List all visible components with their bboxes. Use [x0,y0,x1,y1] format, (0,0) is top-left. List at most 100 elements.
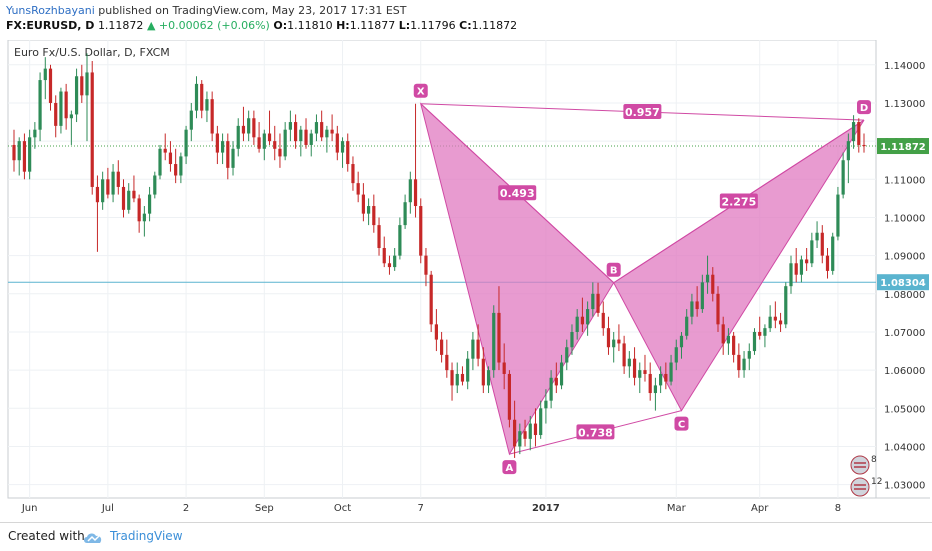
candle [648,362,652,401]
candle-body [22,141,27,172]
candle-body [288,122,292,130]
candle-body [705,274,710,283]
candle [565,339,569,371]
pattern-point-label: X [413,83,428,98]
x-tick-label: 7 [418,503,424,514]
candle [137,194,141,233]
y-tick-label: 1.03000 [884,481,925,492]
candle [523,419,527,447]
candle-body [403,202,407,226]
candle [309,129,313,157]
chart-frame: 1.140001.130001.120001.110001.100001.090… [6,39,930,520]
candle [716,286,720,332]
candle-body [325,129,329,138]
candle-body [669,362,673,382]
ratio-label-text: 0.493 [500,187,535,200]
candle-body [726,335,731,344]
last-price: 1.11872 [97,19,144,32]
candle [189,102,193,142]
open-value: 1.11810 [287,19,333,32]
candle [659,366,663,394]
candle-body [241,125,246,134]
candle [732,331,736,363]
candle-body [43,68,47,81]
x-tick-label: 2 [183,503,189,514]
candle-body [523,431,527,439]
candle-body [648,373,652,394]
candle-body [810,240,814,264]
candle-body [601,312,605,329]
candle-body [747,351,751,359]
candle [825,248,830,279]
candle [799,255,804,283]
candle-body [460,373,465,382]
candle-body [356,183,360,195]
candle [335,125,339,161]
candle [643,354,647,382]
candle-body [653,385,658,394]
candle-body [408,179,412,203]
candle [617,324,621,352]
candle [85,53,89,142]
candle [356,171,360,203]
candle-body [121,186,126,210]
candle-body [137,198,141,222]
event-badge: 12 [850,477,882,497]
open-label: O: [273,19,288,32]
candle [127,183,131,214]
candle [377,217,381,256]
candle [59,87,63,134]
candle-body [33,129,37,138]
candle [763,324,767,348]
candle-body [596,293,600,313]
candle [147,186,152,222]
ratio-label: 0.957 [623,103,662,119]
candle-body [69,114,73,119]
candle [273,125,277,161]
candle [570,324,574,355]
candle-body [486,370,491,386]
candle [340,137,345,168]
candle [434,309,438,352]
price-chart[interactable]: 1.140001.130001.120001.110001.100001.090… [6,39,930,520]
candle [252,110,256,145]
candle [559,354,564,390]
tradingview-brand[interactable]: TradingView [110,529,183,543]
candle [101,171,105,210]
high-label: H: [336,19,350,32]
candle-body [862,144,866,147]
candle-body [419,206,423,256]
candle [773,301,777,329]
candle [236,118,240,157]
candle [184,125,188,165]
candle [476,324,480,367]
candle [220,133,225,165]
candle-body [262,133,266,149]
candle [685,309,689,340]
candle-body [627,358,631,367]
candle-body [424,255,428,275]
tradingview-cloud-icon[interactable] [82,530,104,549]
author-link[interactable]: YunsRozhbayani [6,4,95,17]
candle [194,76,199,119]
candle-body [372,206,376,226]
candle [846,133,850,184]
ratio-label-box [719,193,758,209]
candle [393,248,397,271]
candle-body [142,213,146,222]
candle [330,114,334,142]
candle [288,110,292,142]
candle [22,133,27,180]
candle [398,217,402,260]
candle-body [346,141,350,165]
candle-body [147,194,152,214]
candle-body [205,99,209,111]
candle [653,377,658,411]
x-tick-label: Jul [101,503,114,514]
candle-body [679,335,684,348]
candle [132,175,136,203]
candle-body [570,331,574,348]
candle-body [481,358,485,386]
candle [601,301,605,336]
candle-body [231,148,235,168]
